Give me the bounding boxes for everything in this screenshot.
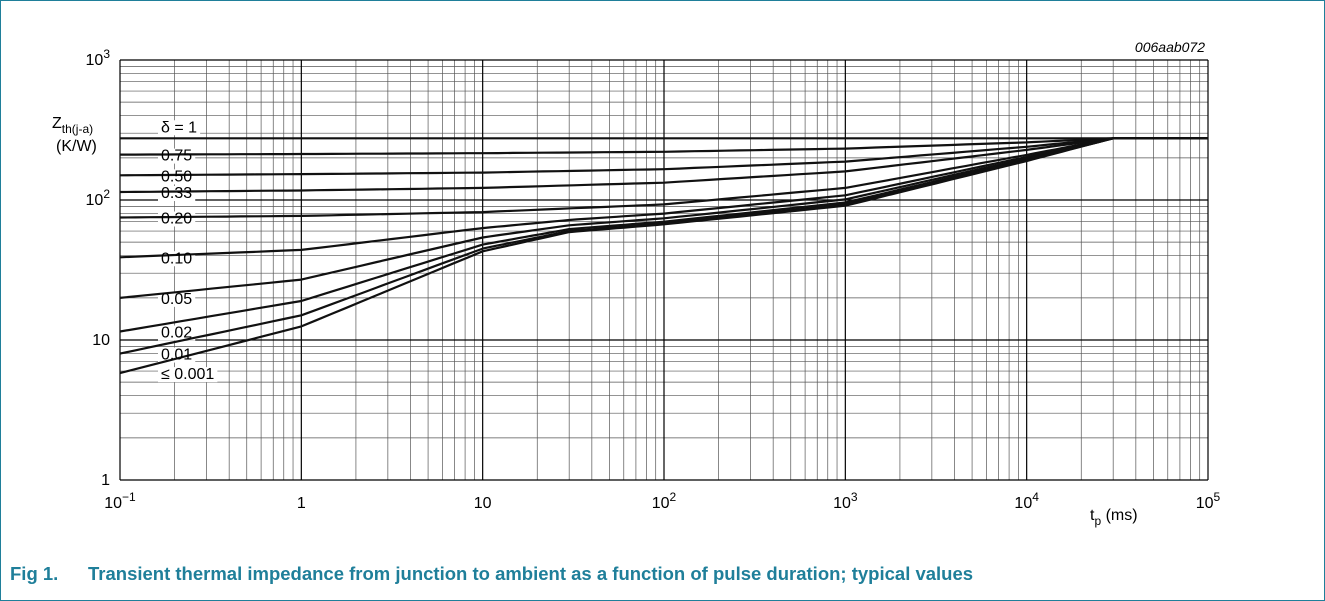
series-label-mask (158, 325, 196, 341)
x-tick-label: 102 (652, 490, 677, 512)
series-labels: δ = 1 0.75 0.500.33 0.20 0.10 0.05 0.02 0.01 ≤ 0… (161, 119, 214, 383)
x-tick-label: 1 (297, 495, 306, 512)
series-label: 0.50 (161, 168, 192, 185)
series-label-mask (158, 169, 196, 185)
x-tick-label: 105 (1196, 490, 1221, 512)
y-axis-label: Zth(j-a) (52, 115, 93, 136)
series-label-mask (158, 120, 201, 136)
x-tick-label: 103 (833, 490, 858, 512)
series-label: 0.10 (161, 250, 192, 267)
series-label-mask (158, 347, 196, 363)
series-label-mask (158, 211, 196, 227)
y-tick-label: 102 (86, 187, 111, 209)
figure-number: Fig 1. (10, 563, 59, 584)
series-label: δ = 1 (161, 119, 197, 136)
grid-major (119, 59, 1209, 481)
series-label: ≤ 0.001 (161, 366, 214, 383)
series-label: 0.05 (161, 291, 192, 308)
curve-delta-9 (119, 137, 1208, 375)
y-axis-unit: (K/W) (56, 138, 97, 155)
y-tick-label: 103 (86, 47, 111, 69)
x-axis-ticks: 10−1 1 10 102 103 104 105 (104, 490, 1220, 512)
series-label: 0.01 (161, 347, 192, 364)
x-tick-label: 104 (1014, 490, 1039, 512)
series-label-mask (158, 291, 196, 307)
y-tick-label: 10 (92, 332, 110, 349)
series-label: 0.02 (161, 325, 192, 342)
x-tick-label: 10 (474, 495, 492, 512)
series-label: 0.33 (161, 185, 192, 202)
x-axis-label: tp (ms) (1090, 507, 1138, 528)
x-tick-label: 10−1 (104, 490, 136, 512)
series-label: 0.75 (161, 148, 192, 165)
series-label-mask (158, 186, 196, 202)
y-axis-ticks: 1 10 102 103 (86, 47, 111, 489)
curves (119, 137, 1208, 375)
series-label: 0.20 (161, 210, 192, 227)
reference-code: 006aab072 (1135, 39, 1205, 55)
series-label-mask (158, 148, 196, 164)
y-tick-label: 1 (101, 472, 110, 489)
figure-caption-text: Transient thermal impedance from junctio… (88, 563, 974, 584)
series-label-mask (158, 367, 218, 383)
figure-caption: Fig 1. Transient thermal impedance from j… (10, 563, 973, 585)
